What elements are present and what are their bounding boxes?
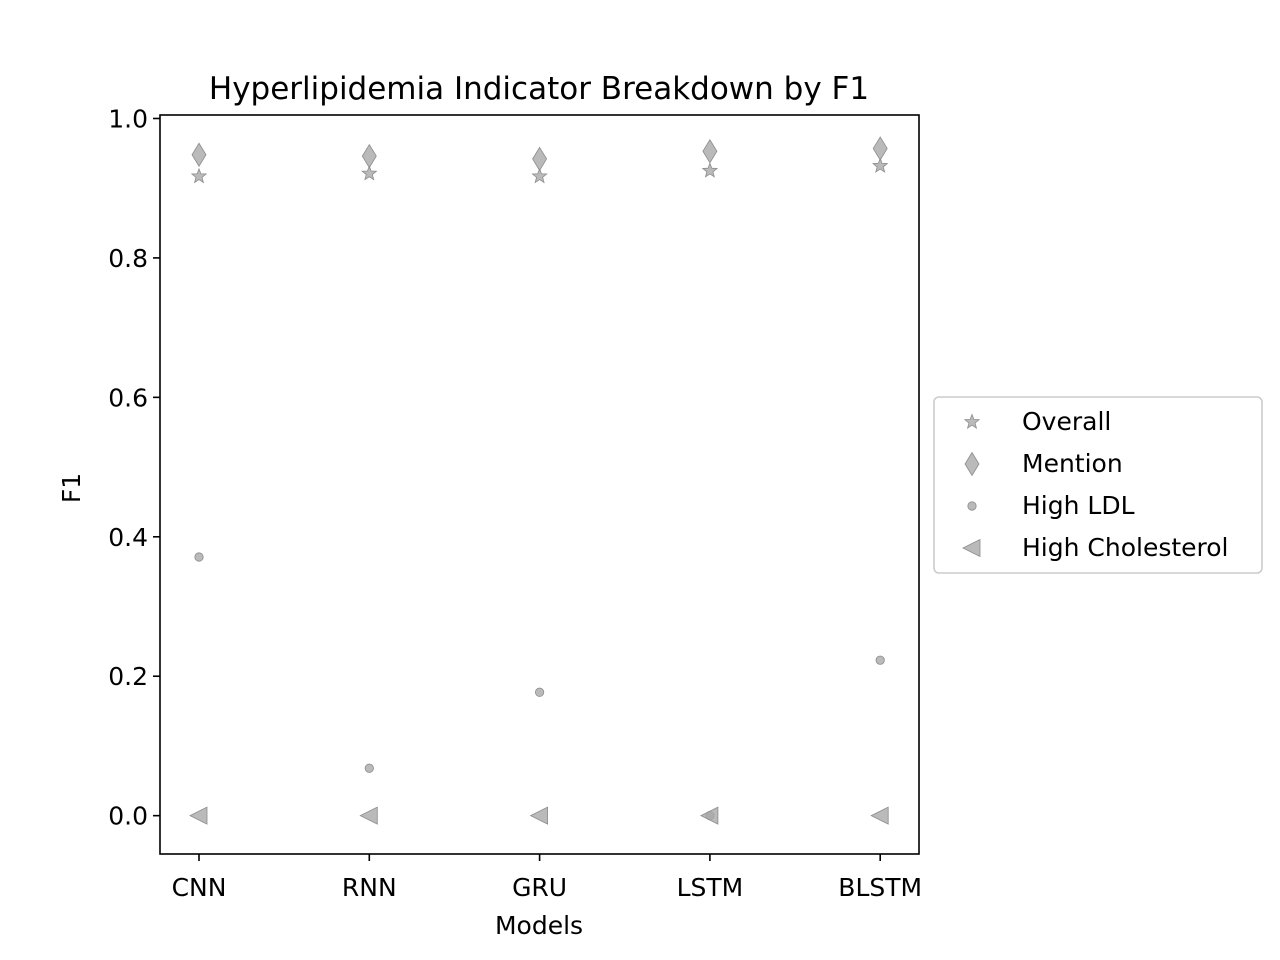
- data-point: [364, 763, 374, 773]
- data-point: [359, 806, 378, 825]
- y-tick-label: 0.6: [108, 383, 148, 412]
- data-marks: [189, 136, 889, 825]
- series-high-cholesterol: [189, 806, 889, 825]
- y-tick-label: 0.4: [108, 523, 148, 552]
- legend-label: High Cholesterol: [1022, 533, 1229, 562]
- y-axis: 0.0 0.2 0.4 0.6 0.8 1.0: [108, 104, 160, 831]
- data-point: [875, 655, 885, 665]
- x-tick-label: BLSTM: [838, 873, 922, 902]
- data-point: [872, 157, 889, 173]
- plot-frame: [159, 114, 920, 855]
- data-point: [194, 552, 204, 562]
- y-tick-label: 0.2: [108, 662, 148, 691]
- series-mention: [191, 136, 888, 172]
- legend-marker: [962, 538, 981, 558]
- plot-area: 0.0 0.2 0.4 0.6 0.8 1.0 CNN RNN GRU LSTM BLSTM: [108, 104, 922, 902]
- x-tick-label: CNN: [172, 873, 227, 902]
- data-point: [191, 142, 207, 168]
- x-tick-label: RNN: [342, 873, 397, 902]
- data-point: [702, 138, 718, 164]
- x-axis-label: Models: [495, 911, 583, 940]
- legend-label: Mention: [1022, 449, 1123, 478]
- series-high-ldl: [194, 552, 885, 821]
- data-point: [534, 687, 545, 697]
- legend-marker: [963, 413, 981, 429]
- x-axis: CNN RNN GRU LSTM BLSTM: [172, 854, 922, 902]
- data-point: [870, 806, 889, 825]
- x-tick-label: GRU: [512, 873, 567, 902]
- legend-box: [933, 396, 1263, 574]
- data-point: [189, 806, 208, 825]
- data-point: [700, 806, 719, 825]
- y-tick-label: 1.0: [108, 104, 148, 133]
- data-point: [532, 146, 548, 172]
- y-axis-label: F1: [57, 473, 86, 503]
- legend: Overall Mention High LDL High Cholesterol: [933, 396, 1263, 574]
- x-tick-label: LSTM: [677, 873, 744, 902]
- data-point: [190, 167, 208, 184]
- series-overall: [190, 157, 889, 184]
- legend-label: Overall: [1022, 407, 1111, 436]
- legend-marker: [964, 451, 980, 477]
- data-point: [872, 136, 888, 161]
- legend-marker: [967, 501, 977, 511]
- legend-label: High LDL: [1022, 491, 1135, 520]
- data-point: [529, 806, 548, 825]
- data-point: [361, 143, 377, 169]
- data-point: [531, 167, 548, 184]
- data-point: [361, 164, 378, 181]
- y-tick-label: 0.0: [108, 802, 148, 831]
- chart-title: Hyperlipidemia Indicator Breakdown by F1: [209, 71, 869, 107]
- y-tick-label: 0.8: [108, 244, 148, 273]
- data-point: [701, 162, 719, 178]
